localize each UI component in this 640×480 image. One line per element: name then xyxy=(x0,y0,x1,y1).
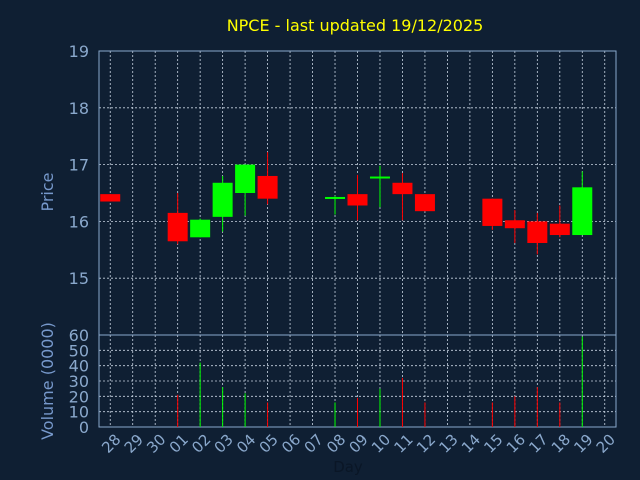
candle-body xyxy=(392,182,413,195)
price-tick-label: 18 xyxy=(69,99,89,118)
chart-title: NPCE - last updated 19/12/2025 xyxy=(227,16,484,35)
candles xyxy=(100,152,593,255)
price-tick-label: 17 xyxy=(69,156,89,175)
price-grid xyxy=(99,50,616,335)
candle-body xyxy=(167,212,188,242)
volume-tick-label: 10 xyxy=(69,403,89,422)
candle-body xyxy=(414,194,435,212)
price-tick-label: 16 xyxy=(69,212,89,231)
price-tick-label: 19 xyxy=(69,42,89,61)
volume-tick-label: 0 xyxy=(79,418,89,437)
candle-body xyxy=(527,221,548,243)
candle-body xyxy=(212,182,233,217)
candle-body xyxy=(325,196,346,199)
volume-tick-label: 50 xyxy=(69,341,89,360)
price-tick-label: 15 xyxy=(69,269,89,288)
candle-body xyxy=(482,198,503,226)
candle-body xyxy=(504,220,525,229)
candle-body xyxy=(190,219,211,238)
price-tick-labels: 15 16 17 18 19 xyxy=(69,42,89,288)
volume-tick-label: 60 xyxy=(69,326,89,345)
x-tick-label: 20 xyxy=(593,431,619,457)
candle-body xyxy=(369,176,390,179)
volume-axis-label: Volume (0000) xyxy=(38,322,57,440)
x-tick-labels: 2829300102030405060708091011121314151617… xyxy=(98,431,619,457)
volume-tick-label: 30 xyxy=(69,372,89,391)
volume-tick-label: 40 xyxy=(69,357,89,376)
candle-body xyxy=(100,194,121,202)
volume-tick-label: 20 xyxy=(69,387,89,406)
candle-body xyxy=(572,187,593,236)
candle-body xyxy=(549,223,570,236)
price-axis-label: Price xyxy=(38,172,57,211)
x-axis-label: Day xyxy=(333,458,363,476)
candle-body xyxy=(347,194,368,206)
candle-body xyxy=(235,164,256,193)
volume-bars xyxy=(177,336,583,427)
candle-body xyxy=(257,175,278,199)
